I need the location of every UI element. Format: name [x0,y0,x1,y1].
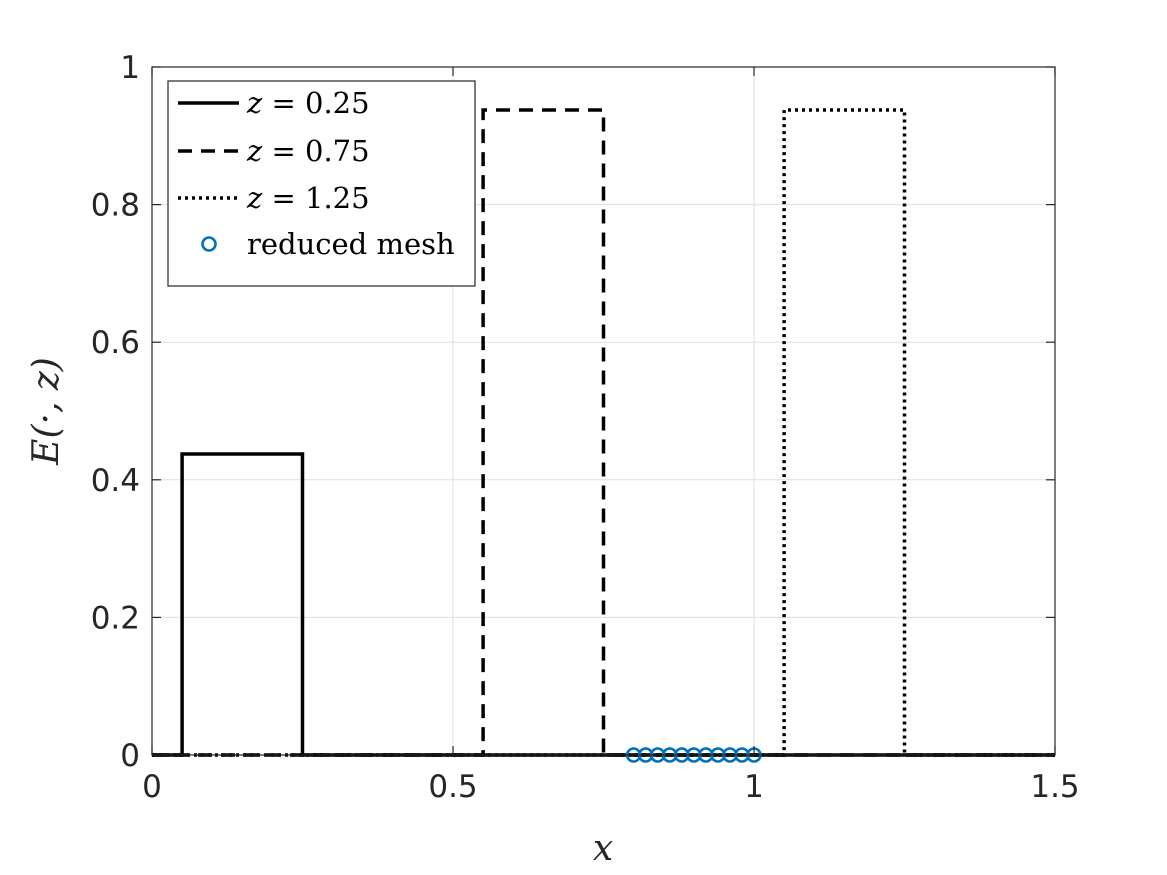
axes-box [151,66,1056,756]
x-tick-label: 0.5 [428,769,477,805]
tick-labels: 0 0.5 1 1.5 0 0.2 0.4 0.6 0.8 1 [91,50,1080,805]
legend-label: z = 1.25 [246,181,370,215]
legend-value: = 0.25 [262,86,369,120]
y-tick-label: 0.2 [91,600,140,636]
legend-value: = 1.25 [262,181,369,215]
x-tick-label: 0 [142,769,162,805]
y-tick-label: 0.8 [91,188,140,224]
legend-variable: z [246,181,263,215]
y-tick-label: 1 [120,50,140,86]
y-axis-label: E(·, z) [26,357,67,466]
legend-marker-reduced-mesh [201,236,217,252]
y-tick-label: 0.4 [91,463,140,499]
legend-box [167,80,476,287]
legend-label: reduced mesh [247,227,455,261]
y-tick-label: 0 [120,738,140,774]
series-line-dashed [152,108,1055,757]
x-axis-label: x [593,828,613,869]
x-tick-label: 1 [744,769,764,805]
legend-variable: z [246,134,263,168]
legend-variable: z [246,86,263,120]
legend-label: z = 0.75 [246,134,370,168]
ticks [151,66,1056,756]
x-tick-label: 1.5 [1030,769,1079,805]
y-tick-label: 0.6 [91,325,140,361]
legend-value: = 0.75 [262,134,369,168]
legend-label: z = 0.25 [246,86,370,120]
